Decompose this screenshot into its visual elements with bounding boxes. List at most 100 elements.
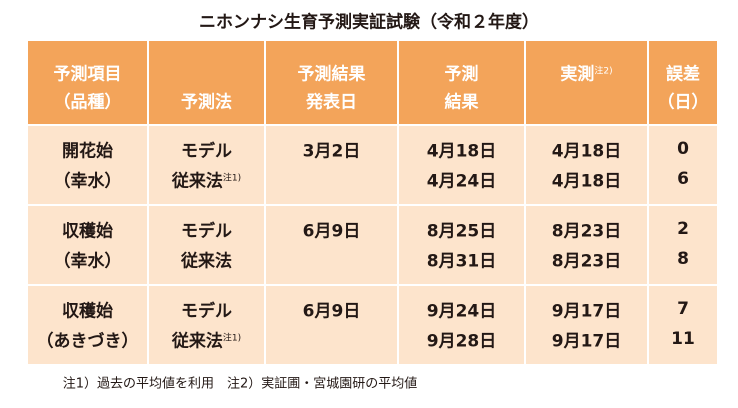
error: 0	[677, 139, 689, 159]
method: モデル	[181, 137, 232, 162]
item: 開花始	[62, 137, 113, 162]
header-cell	[149, 41, 264, 124]
body-cell	[149, 126, 264, 204]
actual-text: 9月17日	[551, 301, 622, 322]
error: 7	[677, 299, 689, 319]
body-cell	[399, 286, 524, 364]
predicted: 8月31日	[427, 247, 497, 272]
item-text: 収穫始	[62, 301, 113, 322]
item: （幸水）	[54, 167, 122, 192]
header-label: 結果	[445, 88, 479, 113]
date-text: 6月9日	[302, 221, 361, 242]
actual: 4月18日	[552, 167, 622, 192]
predicted-text: 9月28日	[426, 331, 497, 352]
body-cell	[149, 286, 264, 364]
body-cell	[266, 286, 397, 364]
body-cell	[649, 126, 717, 204]
actual: 8月23日	[552, 217, 622, 242]
predicted-text: 8月31日	[426, 251, 497, 272]
body-cell	[649, 286, 717, 364]
body-cell	[149, 206, 264, 284]
error-text: 7	[677, 299, 689, 319]
method-text: モデル	[181, 141, 232, 162]
date: 3月2日	[303, 137, 361, 162]
error: 8	[677, 249, 689, 269]
item-text: （あきづき）	[36, 331, 139, 352]
header-label-text: 結果	[444, 92, 479, 113]
footnote: 注1）過去の平均値を利用 注2）実証圃・宮城園研の平均値	[62, 376, 418, 392]
method-text: 従来法	[171, 171, 223, 192]
body-cell	[266, 206, 397, 284]
item-text: （幸水）	[53, 171, 122, 192]
header-cell	[649, 41, 717, 124]
item: （幸水）	[54, 247, 122, 272]
header-cell	[526, 41, 647, 124]
method: 従来法注1)	[172, 327, 241, 352]
body-cell	[266, 126, 397, 204]
predicted-text: 9月24日	[426, 301, 497, 322]
body-cell	[28, 286, 147, 364]
actual-text: 4月18日	[551, 171, 622, 192]
actual: 9月17日	[552, 327, 622, 352]
body-cell	[399, 126, 524, 204]
note-mark: 注1)	[222, 333, 242, 344]
body-cell	[649, 206, 717, 284]
error-text: 0	[677, 139, 689, 159]
predicted-text: 4月24日	[426, 171, 497, 192]
header-label-text: （品種）	[53, 92, 122, 113]
body-cell	[526, 206, 647, 284]
header-label-text: 予測法	[181, 92, 232, 113]
header-label-text: 予測結果	[297, 64, 366, 85]
error-text: 11	[671, 329, 695, 349]
predicted-text: 8月25日	[426, 221, 497, 242]
method-text: 従来法	[171, 331, 223, 352]
predicted: 9月24日	[427, 297, 497, 322]
method-text: 従来法	[181, 251, 232, 272]
date: 6月9日	[303, 217, 361, 242]
header-cell	[266, 41, 397, 124]
header-label-text: 予測項目	[53, 64, 122, 85]
error: 11	[671, 329, 695, 349]
body-cell	[526, 126, 647, 204]
item: 収穫始	[62, 297, 113, 322]
item: （あきづき）	[37, 327, 139, 352]
header-label-text: 実測	[560, 64, 595, 85]
header-cell	[28, 41, 147, 124]
method-text: モデル	[181, 301, 232, 322]
error-text: 2	[677, 219, 689, 239]
method: 従来法注1)	[172, 167, 241, 192]
predicted: 4月18日	[427, 137, 497, 162]
header-label: 予測結果	[298, 60, 366, 85]
error: 2	[677, 219, 689, 239]
item-text: （幸水）	[53, 251, 122, 272]
item: 収穫始	[62, 217, 113, 242]
method-text: モデル	[181, 221, 232, 242]
predicted: 4月24日	[427, 167, 497, 192]
method: モデル	[181, 217, 232, 242]
date-text: 6月9日	[302, 301, 361, 322]
actual: 8月23日	[552, 247, 622, 272]
header-label: 予測	[445, 60, 479, 85]
note-mark: 注2)	[594, 66, 613, 77]
body-cell	[399, 206, 524, 284]
header-cell	[399, 41, 524, 124]
actual: 4月18日	[552, 137, 622, 162]
title: ニホンナシ生育予測実証試験（令和２年度）	[199, 12, 539, 33]
error-text: 6	[677, 169, 689, 189]
note-mark: 注1)	[222, 173, 242, 184]
actual-text: 9月17日	[551, 331, 622, 352]
date: 6月9日	[303, 297, 361, 322]
header-label: （品種）	[54, 88, 122, 113]
header-label-text: （日）	[657, 92, 709, 113]
item-text: 開花始	[62, 141, 113, 162]
header-label: 予測法	[181, 88, 232, 113]
body-cell	[526, 286, 647, 364]
method: モデル	[181, 297, 232, 322]
header-label: 予測項目	[54, 60, 122, 85]
actual-text: 8月23日	[551, 251, 622, 272]
error: 6	[677, 169, 689, 189]
header-label-text: 予測	[444, 64, 479, 85]
error-text: 8	[677, 249, 689, 269]
predicted-text: 4月18日	[426, 141, 497, 162]
